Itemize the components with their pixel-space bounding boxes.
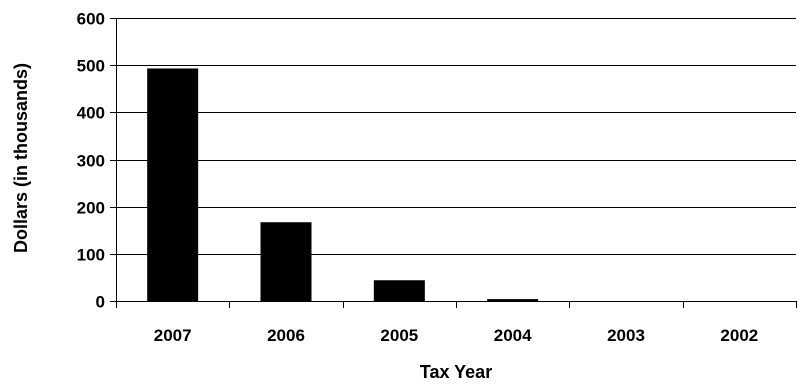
axes <box>110 18 797 308</box>
y-tick-labels: 0 100 200 300 400 500 600 <box>77 10 105 312</box>
y-tick-label: 0 <box>96 293 105 312</box>
y-tick-label: 600 <box>77 10 105 29</box>
bars <box>147 68 539 302</box>
y-tick-label: 500 <box>77 57 105 76</box>
y-tick-label: 200 <box>77 199 105 218</box>
x-axis-title: Tax Year <box>420 362 492 382</box>
x-tick-label: 2007 <box>154 326 192 345</box>
y-tick-label: 400 <box>77 104 105 123</box>
x-tick-label: 2006 <box>267 326 305 345</box>
x-tick-label: 2005 <box>380 326 418 345</box>
bar-2005 <box>373 280 425 301</box>
x-tick-labels: 2007 2006 2005 2004 2003 2002 <box>154 326 758 345</box>
bar-2007 <box>147 68 199 302</box>
x-tick-label: 2003 <box>607 326 645 345</box>
x-tick-label: 2004 <box>494 326 532 345</box>
gridlines <box>116 18 796 255</box>
y-tick-label: 300 <box>77 152 105 171</box>
y-tick-label: 100 <box>77 246 105 265</box>
x-tick-label: 2002 <box>720 326 758 345</box>
bar-2004 <box>487 299 539 301</box>
bar-2006 <box>260 222 312 301</box>
y-axis-title: Dollars (in thousands) <box>11 63 31 253</box>
